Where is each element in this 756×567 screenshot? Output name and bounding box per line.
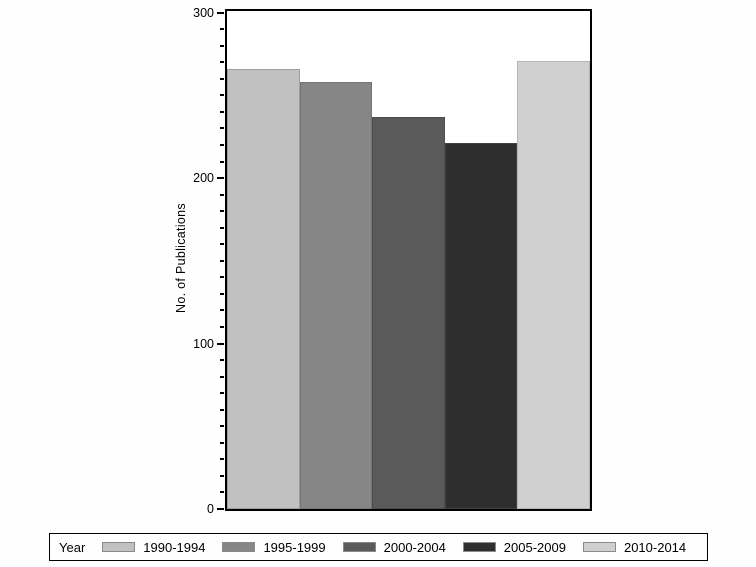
plot-area	[225, 9, 592, 511]
y-axis-tick-label: 200	[193, 171, 214, 186]
y-axis-minor-tick	[220, 61, 224, 64]
y-axis-minor-tick	[220, 144, 224, 146]
y-axis-minor-tick	[220, 243, 224, 246]
y-axis-tick-label: 0	[207, 502, 214, 516]
bar-1990-1994	[227, 68, 300, 509]
legend-item-1995-1999: 1995-1999	[222, 539, 326, 555]
y-axis-minor-tick	[220, 441, 224, 444]
y-axis-minor-tick	[220, 110, 224, 113]
y-axis-title: No. of Publications	[174, 203, 188, 313]
legend-label: 1990-1994	[143, 539, 206, 555]
y-axis-minor-tick	[220, 28, 224, 31]
y-axis-minor-tick	[220, 491, 224, 494]
y-axis-major-tick	[217, 11, 224, 14]
legend-title: Year	[59, 539, 86, 555]
y-axis-minor-tick	[220, 309, 224, 312]
y-axis-minor-tick	[220, 375, 224, 378]
legend-item-2005-2009: 2005-2009	[462, 539, 566, 555]
y-axis-minor-tick	[220, 44, 224, 47]
bar-2010-2014	[517, 60, 590, 509]
legend-item-1990-1994: 1990-1994	[102, 540, 205, 555]
y-axis-minor-tick	[220, 474, 224, 477]
y-axis-minor-tick	[220, 160, 224, 163]
y-axis-minor-tick	[220, 259, 224, 262]
y-axis-tick-label: 100	[193, 336, 214, 351]
y-axis-minor-tick	[220, 276, 224, 279]
legend-label: 2000-2004	[383, 539, 446, 555]
y-axis-major-tick	[217, 342, 224, 345]
legend-item-2010-2014: 2010-2014	[582, 539, 687, 555]
bar-2005-2009	[444, 143, 518, 509]
legend-swatch	[102, 542, 136, 552]
y-axis-minor-tick	[220, 94, 224, 97]
y-axis-minor-tick	[220, 408, 224, 411]
legend-swatch	[222, 542, 256, 552]
legend-swatch	[462, 542, 496, 552]
legend-swatch	[342, 542, 376, 552]
legend-label: 1995-1999	[263, 539, 326, 555]
y-axis-minor-tick	[220, 292, 224, 295]
bar-2000-2004	[372, 116, 445, 509]
y-axis-major-tick	[217, 177, 224, 180]
y-axis-minor-tick	[220, 226, 224, 229]
legend-label: 2005-2009	[503, 539, 566, 555]
y-axis-minor-tick	[220, 326, 224, 328]
y-axis-minor-tick	[220, 359, 224, 362]
y-axis-minor-tick	[220, 77, 224, 80]
y-axis-minor-tick	[220, 193, 224, 196]
legend-label: 2010-2014	[623, 539, 687, 555]
bars-layer	[227, 11, 590, 509]
y-axis-minor-tick	[220, 210, 224, 213]
y-axis-minor-tick	[220, 458, 224, 461]
y-axis-tick-label: 300	[193, 5, 214, 20]
y-axis-minor-tick	[220, 425, 224, 428]
y-axis-minor-tick	[220, 392, 224, 395]
bar-1995-1999	[299, 82, 373, 509]
legend-box: Year 1990-1994 1995-1999 2000-2004 2005-200…	[49, 533, 708, 561]
legend-swatch	[582, 542, 616, 552]
y-axis-minor-tick	[220, 127, 224, 130]
y-axis-major-tick	[217, 508, 224, 510]
legend-item-2000-2004: 2000-2004	[342, 539, 446, 555]
